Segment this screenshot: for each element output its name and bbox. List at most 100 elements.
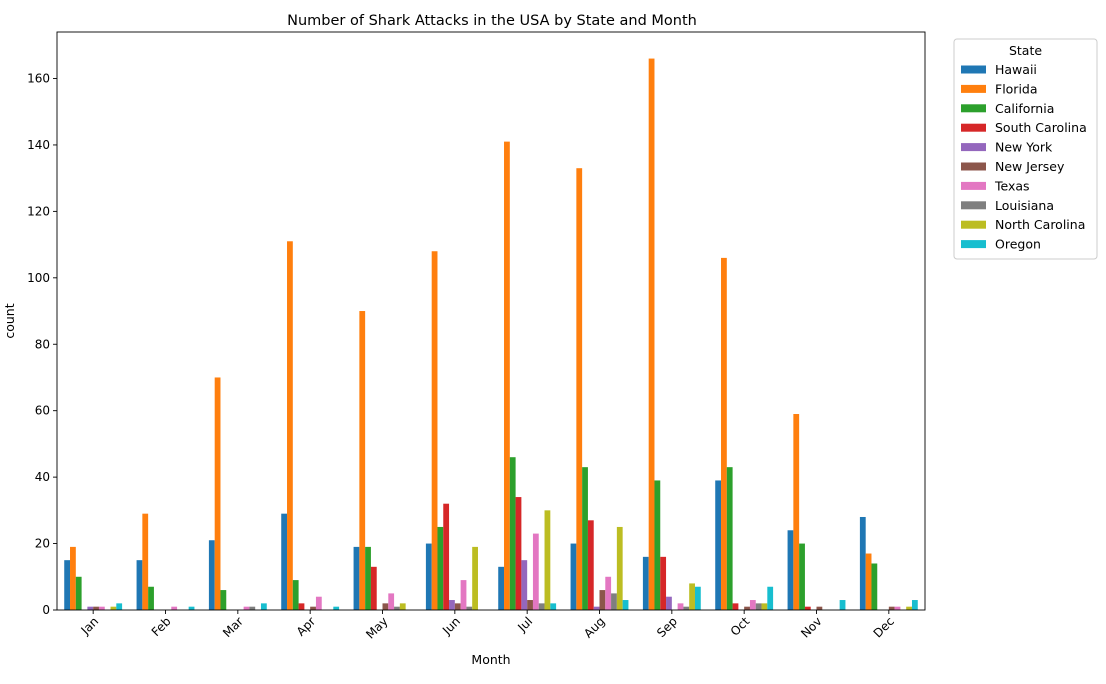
x-axis-title: Month — [471, 652, 510, 667]
bar — [64, 560, 71, 610]
legend-swatch — [961, 201, 986, 210]
bar — [804, 606, 811, 610]
legend-box — [953, 38, 1098, 260]
x-tick-label: Mar — [220, 614, 246, 640]
bar — [793, 414, 800, 610]
bar — [654, 480, 661, 610]
bar — [532, 533, 539, 610]
bar — [683, 606, 690, 610]
x-tick-label: Feb — [149, 614, 174, 639]
bar — [382, 603, 389, 610]
x-tick-label: Jun — [439, 614, 463, 638]
x-tick-label: Sep — [654, 614, 680, 640]
bar — [310, 606, 316, 610]
bar — [110, 606, 117, 610]
bar — [425, 543, 432, 610]
legend-swatch — [961, 143, 986, 152]
bar — [431, 251, 438, 611]
bar — [220, 590, 227, 610]
bar — [744, 606, 750, 610]
bar — [136, 560, 143, 610]
legend-item: New Jersey — [961, 159, 1065, 174]
bar — [527, 600, 533, 610]
bar — [515, 497, 522, 610]
x-tick-label: Apr — [294, 614, 319, 639]
legend-swatch — [961, 65, 986, 74]
bar — [538, 603, 545, 610]
bar — [399, 603, 406, 610]
bar — [593, 606, 600, 610]
bar — [677, 603, 684, 610]
bar — [689, 583, 695, 610]
bar — [142, 513, 149, 610]
bar — [544, 510, 551, 610]
legend-label: Hawaii — [995, 62, 1037, 77]
bar — [599, 590, 606, 610]
legend: State Hawaii Florida California South Carol… — [953, 38, 1098, 260]
bar — [287, 241, 293, 610]
bar — [394, 606, 400, 610]
legend-label: Florida — [995, 81, 1038, 96]
legend-swatch — [961, 104, 986, 113]
bar — [449, 600, 455, 610]
bar — [466, 606, 473, 610]
x-axis: Jan Feb Mar Apr May Jun Jul Aug Sep Oct Nov Dec — [78, 610, 897, 642]
x-tick-label: Oct — [728, 614, 753, 639]
legend-title: State — [1009, 43, 1042, 58]
bar — [353, 546, 360, 610]
series-north-carolina — [110, 510, 912, 610]
y-axis-title: count — [2, 303, 17, 338]
bar — [582, 467, 588, 610]
chart-title: Number of Shark Attacks in the USA by St… — [287, 13, 697, 29]
bar — [787, 530, 794, 610]
bar — [75, 576, 82, 610]
bar — [865, 553, 872, 610]
series-oregon — [116, 586, 918, 610]
legend-swatch — [961, 181, 986, 190]
bar — [605, 576, 612, 610]
series-south-carolina — [298, 497, 811, 610]
legend-item: New York — [961, 140, 1053, 155]
bar — [504, 141, 510, 610]
bar — [370, 566, 377, 610]
bar — [208, 540, 215, 610]
bar — [816, 606, 823, 610]
bar — [315, 596, 322, 610]
bar — [694, 586, 701, 610]
bar — [521, 560, 528, 610]
bar — [509, 457, 516, 610]
bar — [498, 566, 505, 610]
legend-swatch — [961, 240, 986, 249]
y-tick-label: 0 — [42, 603, 50, 617]
bar — [666, 596, 672, 610]
bar — [839, 600, 846, 610]
y-tick-label: 100 — [27, 271, 50, 285]
series-california — [75, 457, 878, 610]
bar — [587, 520, 594, 610]
bar — [642, 556, 649, 610]
bar — [611, 593, 617, 610]
bar — [888, 606, 895, 610]
x-tick-label: Aug — [581, 614, 607, 640]
legend-items: Hawaii Florida California South Carolina New… — [961, 62, 1087, 252]
legend-swatch — [961, 123, 986, 132]
legend-item: South Carolina — [961, 120, 1087, 135]
bar — [871, 563, 878, 610]
bar — [249, 606, 256, 610]
legend-item: Hawaii — [961, 62, 1037, 77]
bar — [243, 606, 250, 610]
bar — [616, 526, 623, 610]
legend-label: New Jersey — [995, 159, 1065, 174]
legend-label: Oregon — [995, 237, 1041, 252]
legend-item: Louisiana — [961, 198, 1054, 213]
bar — [171, 606, 178, 610]
y-tick-label: 20 — [35, 537, 50, 551]
y-tick-label: 160 — [27, 72, 50, 86]
bar — [622, 600, 629, 610]
y-tick-label: 140 — [27, 138, 50, 152]
bar — [359, 311, 366, 610]
bar — [732, 603, 739, 610]
bar — [93, 606, 99, 610]
legend-label: South Carolina — [995, 120, 1087, 135]
x-tick-label: Jul — [514, 614, 535, 635]
